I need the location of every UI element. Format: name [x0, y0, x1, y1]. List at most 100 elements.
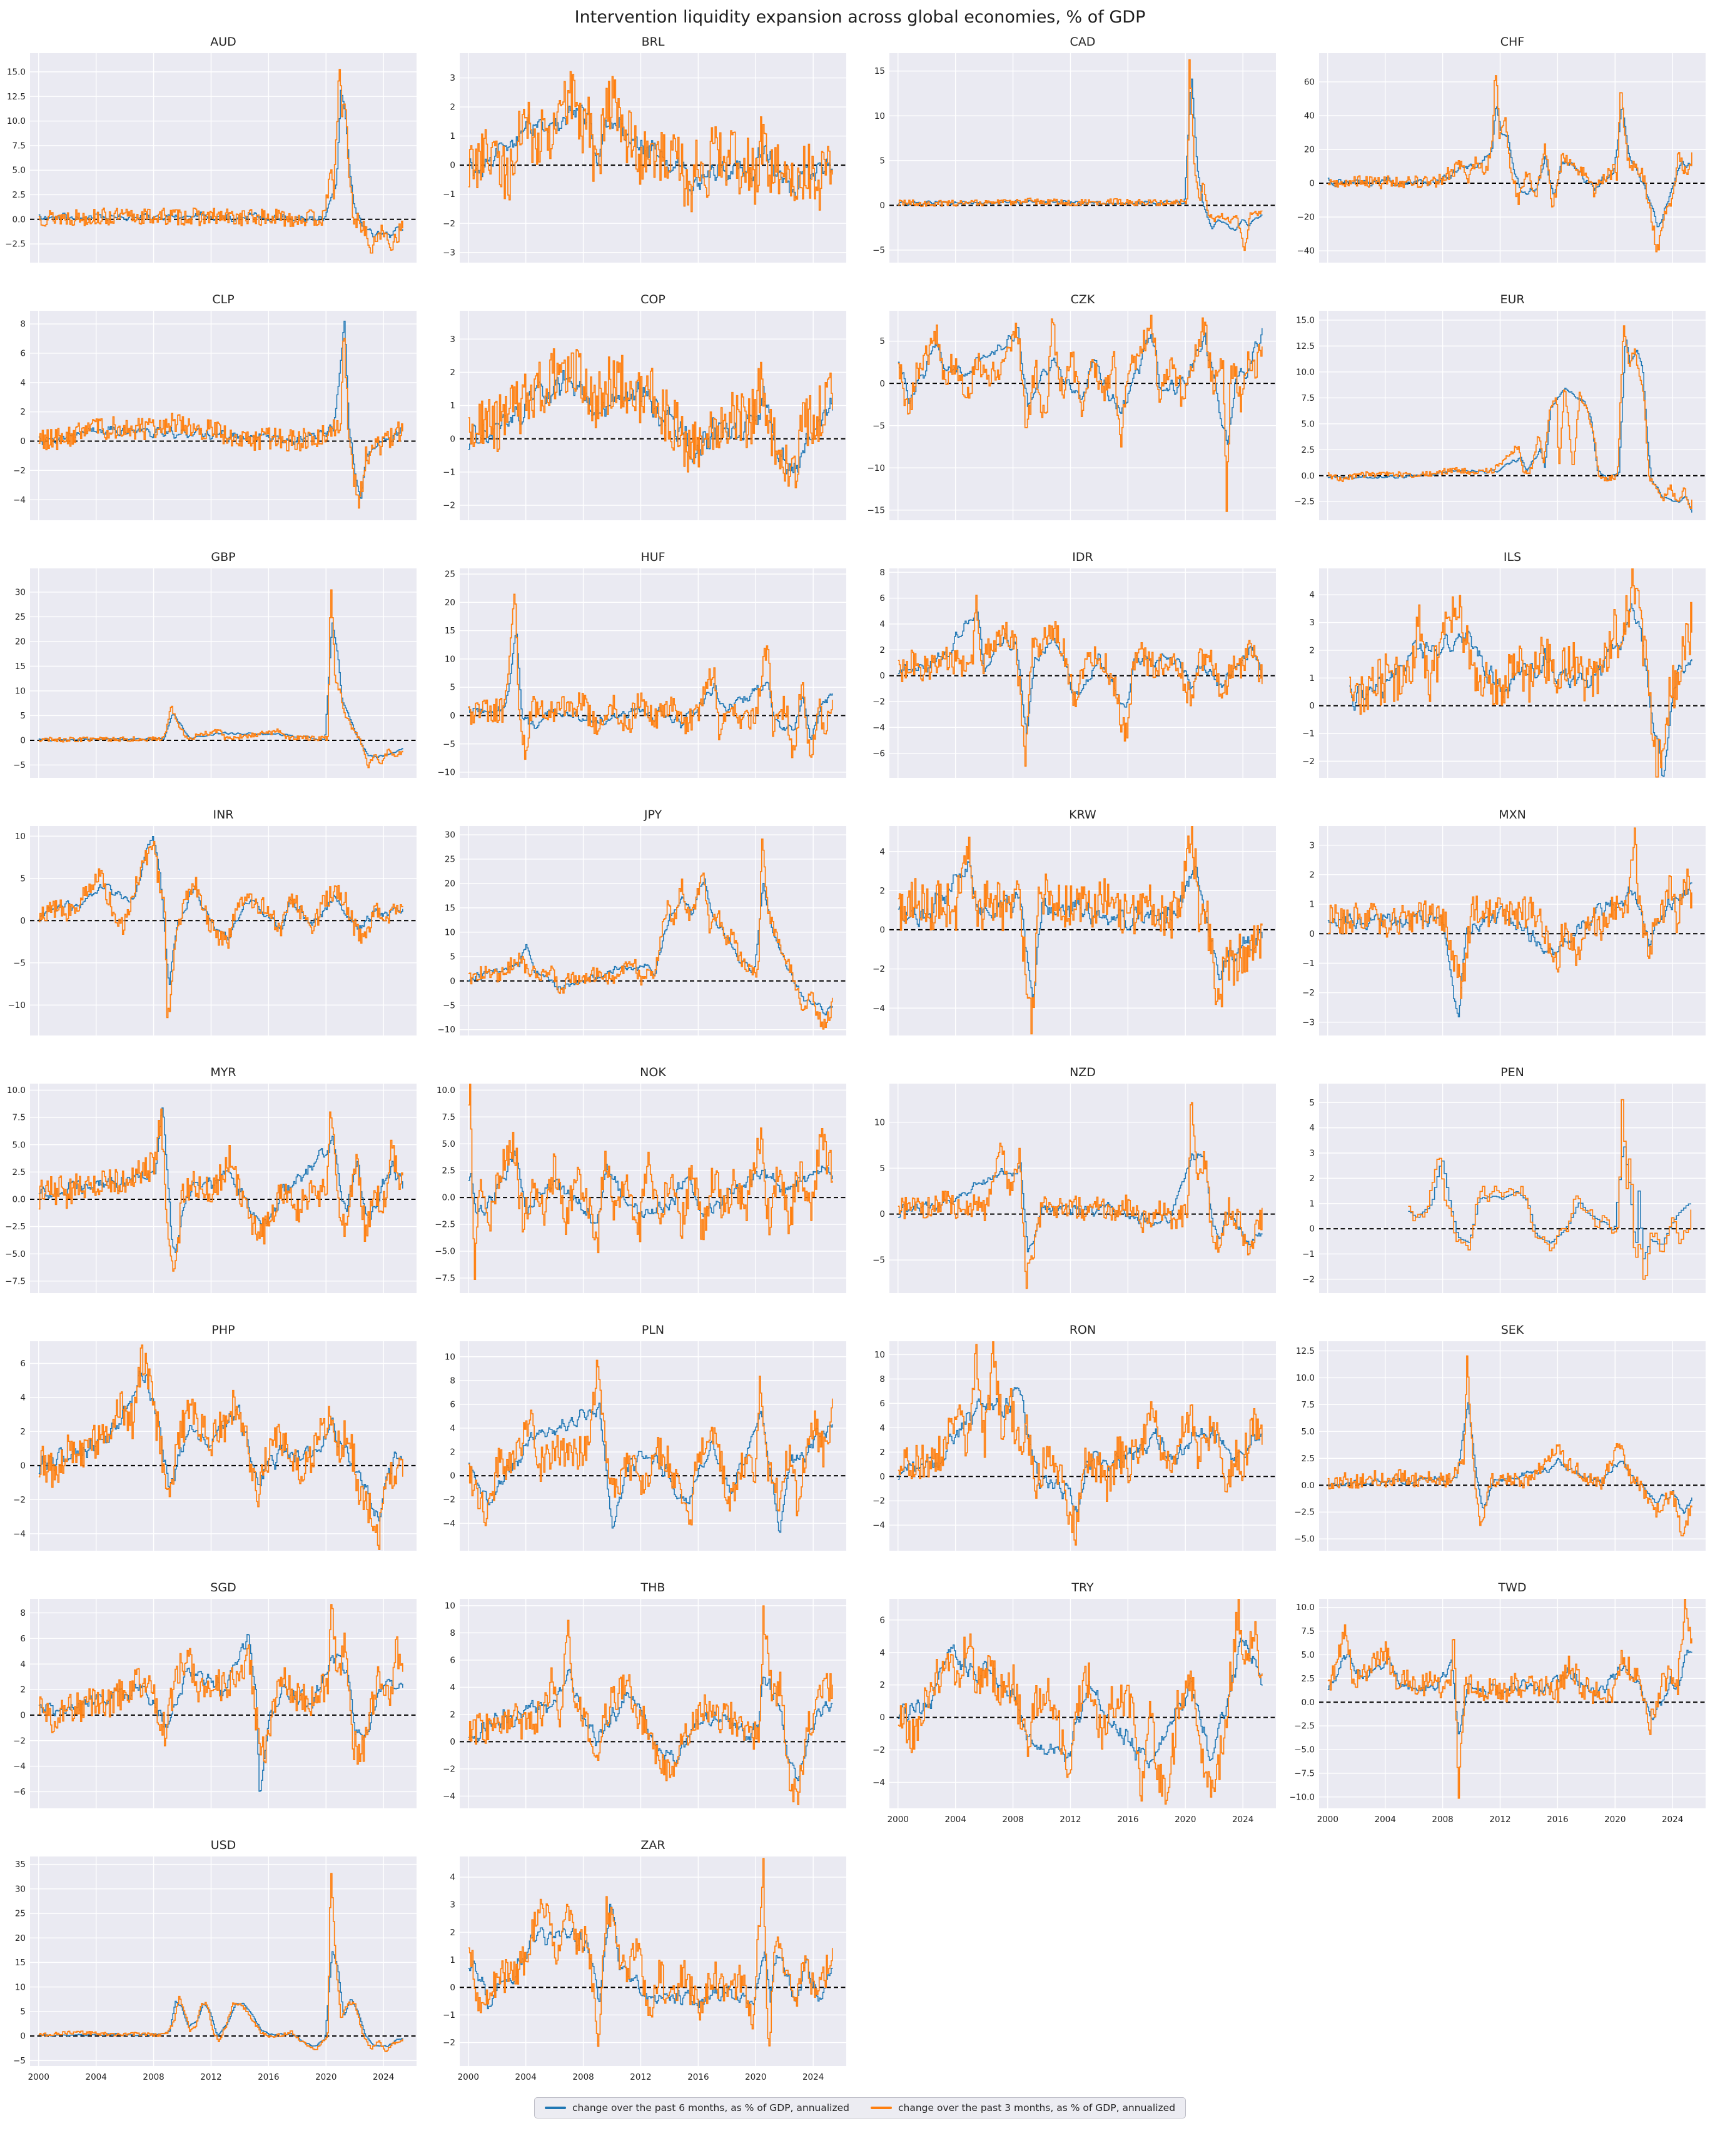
svg-text:2: 2 — [450, 1928, 455, 1938]
svg-text:0: 0 — [1309, 701, 1315, 711]
subplot-CZK: CZK −15 −10 −5 0 5 — [861, 291, 1290, 549]
chart-canvas-IDR: −6 −4 −2 0 2 4 6 8 — [873, 568, 1276, 778]
svg-text:−4: −4 — [13, 1529, 26, 1539]
subplot-ZAR: ZAR −2 −1 0 1 2 3 4 2000 2004 2008 2012 2016 2020 2024 — [431, 1837, 861, 2095]
chart-canvas-PEN: −2 −1 0 1 2 3 4 5 — [1302, 1084, 1706, 1293]
svg-text:2.5: 2.5 — [1302, 1454, 1315, 1464]
svg-text:−4: −4 — [873, 723, 885, 733]
subplot-title-SEK: SEK — [1500, 1323, 1524, 1337]
subplot-title-PHP: PHP — [211, 1323, 235, 1337]
chart-canvas-PLN: −4 −2 0 2 4 6 8 10 — [443, 1341, 846, 1551]
svg-text:0: 0 — [450, 1737, 455, 1747]
svg-text:5: 5 — [20, 874, 26, 884]
svg-text:8: 8 — [450, 1628, 455, 1638]
svg-text:2.5: 2.5 — [13, 190, 26, 200]
svg-text:0: 0 — [879, 925, 885, 935]
subplot-KRW: KRW −4 −2 0 2 4 — [861, 807, 1290, 1064]
svg-text:5: 5 — [20, 2007, 26, 2017]
orange-line-swatch-icon — [871, 2107, 892, 2109]
subplot-PEN: PEN −2 −1 0 1 2 3 4 5 — [1290, 1064, 1720, 1322]
svg-text:0.0: 0.0 — [1302, 1481, 1315, 1491]
chart-canvas-BRL: −3 −2 −1 0 1 2 3 — [443, 53, 846, 263]
svg-text:4: 4 — [450, 1873, 455, 1883]
svg-text:−3: −3 — [443, 248, 455, 258]
chart-canvas-EUR: −2.5 0.0 2.5 5.0 7.5 10.0 12.5 15.0 — [1294, 311, 1706, 520]
subplot-TRY: TRY −4 −2 0 2 4 6 2000 2004 2008 2012 2016 2020 2024 — [861, 1579, 1290, 1837]
svg-text:−10.0: −10.0 — [1290, 1792, 1315, 1802]
svg-text:4: 4 — [20, 1660, 26, 1670]
chart-canvas-CAD: −5 0 5 10 15 — [873, 53, 1276, 263]
svg-text:0.0: 0.0 — [1302, 1698, 1315, 1708]
subplot-INR: INR −10 −5 0 5 10 — [1, 807, 431, 1064]
subplot-title-CZK: CZK — [1070, 293, 1095, 306]
svg-text:−5.0: −5.0 — [5, 1249, 26, 1259]
svg-text:−4: −4 — [873, 1521, 885, 1531]
svg-text:5: 5 — [879, 1164, 885, 1174]
svg-text:0: 0 — [20, 916, 26, 926]
svg-text:5: 5 — [450, 683, 455, 693]
svg-text:−5: −5 — [873, 1256, 885, 1266]
subplot-THB: THB −4 −2 0 2 4 6 8 10 — [431, 1579, 861, 1837]
subplot-NOK: NOK −7.5 −5.0 −2.5 0.0 2.5 5.0 7.5 10.0 — [431, 1064, 861, 1322]
svg-text:0: 0 — [879, 671, 885, 681]
svg-text:7.5: 7.5 — [13, 141, 26, 151]
svg-text:6: 6 — [879, 1615, 885, 1625]
svg-text:−6: −6 — [873, 748, 885, 758]
svg-text:1: 1 — [450, 401, 455, 411]
svg-text:−6: −6 — [13, 1787, 26, 1797]
svg-text:2000: 2000 — [28, 2072, 49, 2082]
svg-text:−1: −1 — [443, 189, 455, 199]
svg-text:2024: 2024 — [1662, 1815, 1683, 1825]
svg-text:3: 3 — [1309, 840, 1315, 850]
svg-text:20: 20 — [1304, 145, 1315, 155]
svg-text:10: 10 — [445, 1352, 455, 1362]
svg-text:−4: −4 — [873, 1778, 885, 1788]
svg-text:2024: 2024 — [373, 2072, 394, 2082]
svg-text:30: 30 — [15, 588, 26, 598]
subplot-IDR: IDR −6 −4 −2 0 2 4 6 8 — [861, 549, 1290, 807]
svg-text:6: 6 — [20, 1359, 26, 1369]
legend-item-3m: change over the past 3 months, as % of G… — [871, 2102, 1175, 2113]
svg-text:25: 25 — [445, 855, 455, 865]
svg-text:2004: 2004 — [1375, 1815, 1396, 1825]
subplot-title-THB: THB — [640, 1581, 665, 1594]
legend-item-6m: change over the past 6 months, as % of G… — [544, 2102, 849, 2113]
svg-text:20: 20 — [15, 637, 26, 647]
chart-canvas-USD: −5 0 5 10 15 20 25 30 35 2000 2004 2008 2012 2016 2020… — [13, 1856, 417, 2082]
svg-text:0: 0 — [450, 976, 455, 986]
svg-text:2: 2 — [1309, 645, 1315, 655]
subplot-title-USD: USD — [210, 1838, 236, 1852]
svg-text:−1: −1 — [443, 467, 455, 477]
svg-text:−2.5: −2.5 — [1294, 1721, 1315, 1731]
svg-text:0: 0 — [1309, 929, 1315, 939]
legend-bar: change over the past 6 months, as % of G… — [0, 2097, 1720, 2118]
svg-text:−4: −4 — [873, 1004, 885, 1014]
svg-text:0: 0 — [879, 1472, 885, 1482]
svg-text:2: 2 — [450, 1448, 455, 1458]
svg-text:0: 0 — [20, 2032, 26, 2042]
svg-text:−10: −10 — [868, 463, 886, 473]
svg-text:2.5: 2.5 — [1302, 445, 1315, 455]
svg-text:6: 6 — [879, 593, 885, 603]
svg-text:35: 35 — [15, 1860, 26, 1870]
svg-text:0: 0 — [879, 201, 885, 211]
chart-canvas-NOK: −7.5 −5.0 −2.5 0.0 2.5 5.0 7.5 10.0 — [435, 1084, 846, 1293]
chart-canvas-CZK: −15 −10 −5 0 5 — [868, 311, 1276, 520]
svg-text:10.0: 10.0 — [1296, 1373, 1315, 1383]
svg-text:15.0: 15.0 — [7, 67, 26, 77]
svg-text:10: 10 — [445, 654, 455, 664]
chart-canvas-NZD: −5 0 5 10 — [873, 1084, 1276, 1293]
svg-text:−7.5: −7.5 — [5, 1276, 26, 1286]
subplot-GBP: GBP −5 0 5 10 15 20 25 30 — [1, 549, 431, 807]
svg-text:25: 25 — [15, 612, 26, 622]
subplot-MYR: MYR −7.5 −5.0 −2.5 0.0 2.5 5.0 7.5 10.0 — [1, 1064, 431, 1322]
svg-text:20: 20 — [15, 1933, 26, 1943]
svg-text:8: 8 — [20, 320, 26, 330]
subplot-JPY: JPY −10 −5 0 5 10 15 20 25 30 — [431, 807, 861, 1064]
svg-text:10: 10 — [874, 1350, 885, 1360]
subplot-title-IDR: IDR — [1072, 550, 1093, 564]
svg-text:2008: 2008 — [143, 2072, 164, 2082]
svg-text:15: 15 — [445, 626, 455, 636]
svg-text:−2: −2 — [443, 1495, 455, 1505]
subplot-title-MYR: MYR — [210, 1065, 236, 1079]
